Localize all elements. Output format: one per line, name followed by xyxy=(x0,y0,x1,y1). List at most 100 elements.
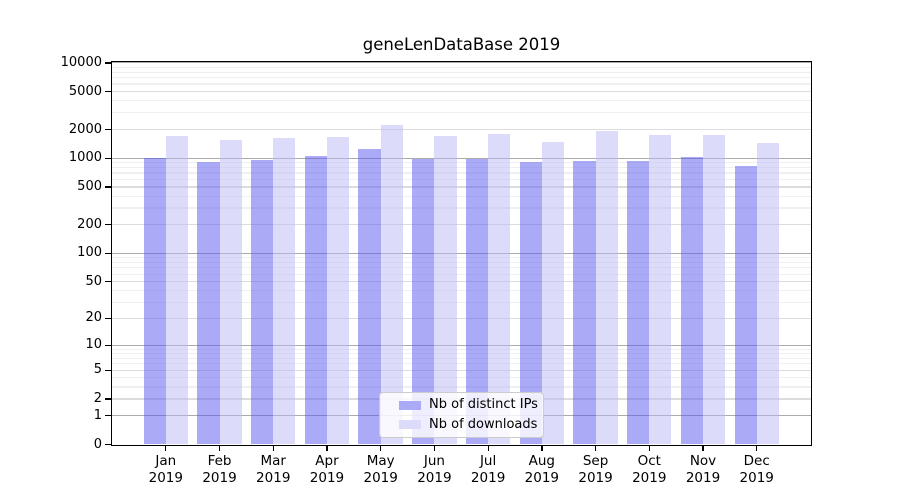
plot-area: 0 1 2 5 10 20 50 100 200 500 1000 2000 5000 10000 Jan… xyxy=(61,55,812,486)
y-tick-label: 5000 xyxy=(68,83,102,99)
y-tick-label: 500 xyxy=(77,178,102,194)
y-tick-mark xyxy=(104,62,111,64)
micro-gridline xyxy=(112,71,811,73)
legend: Nb of distinct IPs Nb of downloads xyxy=(379,392,544,438)
micro-gridline xyxy=(112,273,811,275)
micro-gridline xyxy=(112,257,811,259)
y-tick-mark xyxy=(104,415,111,417)
y-tick-mark xyxy=(104,398,111,400)
minor-gridline xyxy=(112,224,811,226)
x-tick-label: Dec 2019 xyxy=(739,452,774,486)
y-tick-label: 1 xyxy=(93,407,102,423)
x-tick-label: Nov 2019 xyxy=(685,452,721,486)
legend-label-downloads: Nb of downloads xyxy=(429,416,538,432)
major-gridline xyxy=(112,252,811,254)
micro-gridline xyxy=(112,261,811,264)
legend-swatch-distinct-ips xyxy=(399,400,421,410)
legend-row-distinct-ips: Nb of distinct IPs xyxy=(399,398,543,412)
x-tick-label: Oct 2019 xyxy=(632,452,667,486)
bar-downloads-jun xyxy=(434,136,457,445)
minor-gridline xyxy=(112,280,811,283)
x-tick-label: Sep 2019 xyxy=(578,452,613,486)
legend-swatch-downloads xyxy=(399,420,421,430)
y-tick-mark xyxy=(104,91,111,93)
y-tick-mark xyxy=(104,224,111,226)
micro-gridline xyxy=(112,357,811,359)
y-tick-label: 100 xyxy=(77,245,102,261)
chart-title: geneLenDataBase 2019 xyxy=(362,35,561,54)
bar-ips-oct xyxy=(627,160,650,445)
micro-gridline xyxy=(112,352,811,355)
x-tick-mark xyxy=(272,445,274,451)
bar-downloads-apr xyxy=(326,137,350,445)
bar-downloads-feb xyxy=(219,139,242,445)
micro-gridline xyxy=(112,377,811,379)
y-tick-mark xyxy=(104,157,111,159)
legend-label-distinct-ips: Nb of distinct IPs xyxy=(429,397,538,413)
y-tick-label: 10 xyxy=(85,337,102,353)
bar-ips-apr xyxy=(304,156,327,445)
y-tick-mark xyxy=(104,443,111,446)
micro-gridline xyxy=(112,348,811,350)
bar-ips-mar xyxy=(251,159,274,445)
x-tick-mark xyxy=(594,445,597,451)
y-tick-label: 2 xyxy=(93,390,102,406)
bar-downloads-may xyxy=(380,125,403,445)
micro-gridline xyxy=(112,290,811,292)
y-tick-mark xyxy=(104,344,111,346)
micro-gridline xyxy=(112,207,811,209)
x-tick-label: May 2019 xyxy=(363,452,398,486)
x-tick-mark xyxy=(756,445,758,451)
micro-gridline xyxy=(112,363,811,365)
bar-downloads-sep xyxy=(595,130,618,445)
bar-downloads-dec xyxy=(756,142,779,445)
micro-gridline xyxy=(112,166,811,169)
x-tick-label: Feb 2019 xyxy=(202,452,237,486)
x-tick-mark xyxy=(541,445,543,451)
micro-gridline xyxy=(112,195,811,197)
minor-gridline xyxy=(112,369,811,371)
bar-downloads-jan xyxy=(165,135,188,445)
minor-gridline xyxy=(112,128,811,131)
x-tick-label: Apr 2019 xyxy=(309,452,345,486)
bar-ips-jun xyxy=(412,159,435,445)
micro-gridline xyxy=(112,100,811,102)
bar-ips-jan xyxy=(143,157,166,445)
y-tick-label: 10000 xyxy=(60,54,102,70)
x-tick-label: Aug 2019 xyxy=(524,452,559,486)
x-tick-mark xyxy=(165,445,167,451)
y-tick-label: 20 xyxy=(85,310,102,326)
x-tick-mark xyxy=(487,445,489,451)
x-tick-mark xyxy=(380,445,382,451)
x-tick-mark xyxy=(326,445,328,451)
bar-ips-dec xyxy=(734,165,757,445)
bar-ips-aug xyxy=(519,161,542,445)
micro-gridline xyxy=(112,83,811,85)
bar-downloads-jul xyxy=(488,133,511,445)
minor-gridline xyxy=(112,91,811,93)
bar-ips-sep xyxy=(573,161,596,445)
micro-gridline xyxy=(112,301,811,303)
micro-gridline xyxy=(112,386,811,388)
y-tick-mark xyxy=(104,186,111,188)
major-gridline xyxy=(112,157,811,159)
x-tick-mark xyxy=(702,445,704,451)
minor-gridline xyxy=(112,186,811,188)
micro-gridline xyxy=(112,267,811,269)
y-tick-mark xyxy=(104,128,111,131)
x-tick-mark xyxy=(218,445,221,451)
bar-downloads-nov xyxy=(703,134,726,445)
micro-gridline xyxy=(112,77,811,79)
y-tick-mark xyxy=(104,369,111,371)
x-tick-label: Jan 2019 xyxy=(148,452,183,486)
y-tick-label: 200 xyxy=(77,216,102,232)
major-gridline xyxy=(112,62,811,64)
y-tick-label: 0 xyxy=(93,436,102,452)
x-tick-label: Mar 2019 xyxy=(256,452,291,486)
legend-row-downloads: Nb of downloads xyxy=(399,416,543,432)
micro-gridline xyxy=(112,112,811,114)
y-tick-label: 1000 xyxy=(68,150,102,166)
x-tick-label: Jul 2019 xyxy=(470,452,506,486)
bar-downloads-aug xyxy=(541,142,565,445)
